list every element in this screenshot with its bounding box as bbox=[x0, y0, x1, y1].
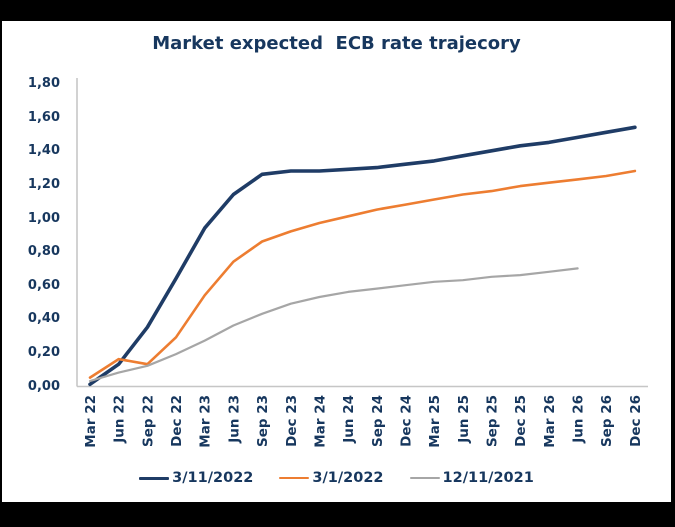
x-tick-label: Dec 26 bbox=[628, 395, 644, 447]
legend-item: 12/11/2021 bbox=[409, 470, 534, 486]
chart-legend: 3/11/2022 3/1/2022 12/11/2021 bbox=[2, 468, 671, 488]
legend-label: 3/11/2022 bbox=[172, 470, 254, 486]
legend-label: 12/11/2021 bbox=[442, 470, 534, 486]
series-line-3-11-2022 bbox=[88, 125, 637, 387]
x-tick-label: Mar 23 bbox=[198, 395, 214, 448]
y-axis-labels: 0,00 0,20 0,40 0,60 0,80 1,00 1,20 1,40 1,60 1,80 bbox=[2, 21, 62, 502]
y-tick-label: 0,00 bbox=[27, 378, 60, 394]
y-tick-label: 0,20 bbox=[27, 344, 60, 360]
x-tick-label: Jun 24 bbox=[341, 395, 357, 444]
line-chart: Mar 22 Jun 22 Sep 22 Dec 22 Mar 23 Jun 23 Sep … bbox=[76, 78, 648, 448]
x-tick-label: Dec 25 bbox=[513, 395, 529, 447]
y-tick-label: 1,80 bbox=[27, 76, 60, 92]
y-tick-label: 1,40 bbox=[27, 143, 60, 159]
x-tick-label: Jun 25 bbox=[456, 395, 472, 444]
x-tick-label: Sep 23 bbox=[255, 395, 271, 447]
x-tick-label: Jun 22 bbox=[112, 395, 128, 444]
legend-item: 3/11/2022 bbox=[139, 470, 253, 486]
x-tick-label: Jun 26 bbox=[571, 395, 587, 444]
x-tick-label: Dec 22 bbox=[169, 395, 185, 447]
chart-card: Market expected ECB rate trajecory 0,00 0… bbox=[2, 21, 671, 502]
x-tick-label: Sep 25 bbox=[485, 395, 501, 447]
legend-line-swatch bbox=[409, 477, 440, 479]
x-tick-label: Dec 24 bbox=[398, 395, 414, 447]
x-tick-label: Mar 26 bbox=[542, 395, 558, 448]
series-line-12-11-2021 bbox=[88, 267, 579, 383]
y-tick-label: 1,00 bbox=[27, 210, 60, 226]
x-tick-label: Mar 22 bbox=[83, 395, 99, 448]
legend-item: 3/1/2022 bbox=[279, 470, 384, 486]
y-tick-label: 0,80 bbox=[27, 244, 60, 260]
chart-title: Market expected ECB rate trajecory bbox=[152, 33, 521, 54]
axes bbox=[76, 78, 648, 388]
legend-line-swatch bbox=[139, 476, 170, 480]
y-tick-label: 1,20 bbox=[27, 176, 60, 192]
series-line-3-1-2022 bbox=[88, 169, 637, 379]
x-tick-label: Mar 25 bbox=[427, 395, 443, 448]
x-tick-label: Sep 24 bbox=[370, 395, 386, 447]
y-tick-label: 1,60 bbox=[27, 109, 60, 125]
legend-line-swatch bbox=[279, 477, 310, 479]
x-tick-label: Dec 23 bbox=[284, 395, 300, 447]
y-tick-label: 0,60 bbox=[27, 277, 60, 293]
x-tick-label: Mar 24 bbox=[312, 395, 328, 448]
x-tick-label: Sep 22 bbox=[140, 395, 156, 447]
x-tick-label: Jun 23 bbox=[226, 395, 242, 444]
legend-label: 3/1/2022 bbox=[312, 470, 384, 486]
y-tick-label: 0,40 bbox=[27, 311, 60, 327]
x-tick-label: Sep 26 bbox=[599, 395, 615, 447]
